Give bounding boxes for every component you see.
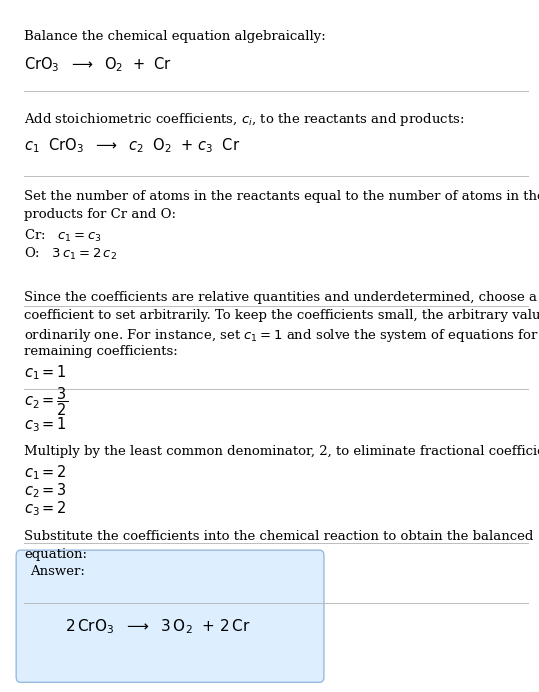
- Text: $2\,\mathrm{CrO_3}$  $\longrightarrow$  $3\,\mathrm{O_2}$  + $2\,\mathrm{Cr}$: $2\,\mathrm{CrO_3}$ $\longrightarrow$ $3…: [65, 617, 251, 636]
- Text: coefficient to set arbitrarily. To keep the coefficients small, the arbitrary va: coefficient to set arbitrarily. To keep …: [24, 309, 539, 322]
- Text: $c_1$  $\mathrm{CrO_3}$  $\longrightarrow$  $c_2$  $\mathrm{O_2}$  + $c_3$  $\ma: $c_1$ $\mathrm{CrO_3}$ $\longrightarrow$…: [24, 136, 240, 155]
- Text: Since the coefficients are relative quantities and underdetermined, choose a: Since the coefficients are relative quan…: [24, 291, 537, 304]
- Text: Add stoichiometric coefficients, $c_i$, to the reactants and products:: Add stoichiometric coefficients, $c_i$, …: [24, 111, 465, 128]
- Text: Set the number of atoms in the reactants equal to the number of atoms in the: Set the number of atoms in the reactants…: [24, 190, 539, 203]
- Text: Balance the chemical equation algebraically:: Balance the chemical equation algebraica…: [24, 30, 326, 43]
- Text: $c_3 = 2$: $c_3 = 2$: [24, 500, 67, 518]
- Text: remaining coefficients:: remaining coefficients:: [24, 345, 178, 358]
- Text: products for Cr and O:: products for Cr and O:: [24, 208, 176, 221]
- Text: $c_1 = 2$: $c_1 = 2$: [24, 464, 67, 482]
- Text: $c_2 = 3$: $c_2 = 3$: [24, 482, 67, 500]
- Text: $c_3 = 1$: $c_3 = 1$: [24, 415, 67, 434]
- Text: O:   $3\,c_1 = 2\,c_2$: O: $3\,c_1 = 2\,c_2$: [24, 246, 118, 262]
- Text: $c_2 = \dfrac{3}{2}$: $c_2 = \dfrac{3}{2}$: [24, 385, 68, 418]
- Text: Answer:: Answer:: [30, 565, 85, 579]
- Text: Substitute the coefficients into the chemical reaction to obtain the balanced: Substitute the coefficients into the che…: [24, 530, 534, 543]
- Text: $\mathrm{CrO_3}$  $\longrightarrow$  $\mathrm{O_2}$  +  $\mathrm{Cr}$: $\mathrm{CrO_3}$ $\longrightarrow$ $\mat…: [24, 55, 172, 74]
- Text: Cr:   $c_1 = c_3$: Cr: $c_1 = c_3$: [24, 228, 102, 244]
- Text: equation:: equation:: [24, 548, 87, 561]
- Text: ordinarily one. For instance, set $c_1 = 1$ and solve the system of equations fo: ordinarily one. For instance, set $c_1 =…: [24, 327, 539, 344]
- FancyBboxPatch shape: [16, 550, 324, 682]
- Text: $c_1 = 1$: $c_1 = 1$: [24, 363, 67, 382]
- Text: Multiply by the least common denominator, 2, to eliminate fractional coefficient: Multiply by the least common denominator…: [24, 445, 539, 458]
